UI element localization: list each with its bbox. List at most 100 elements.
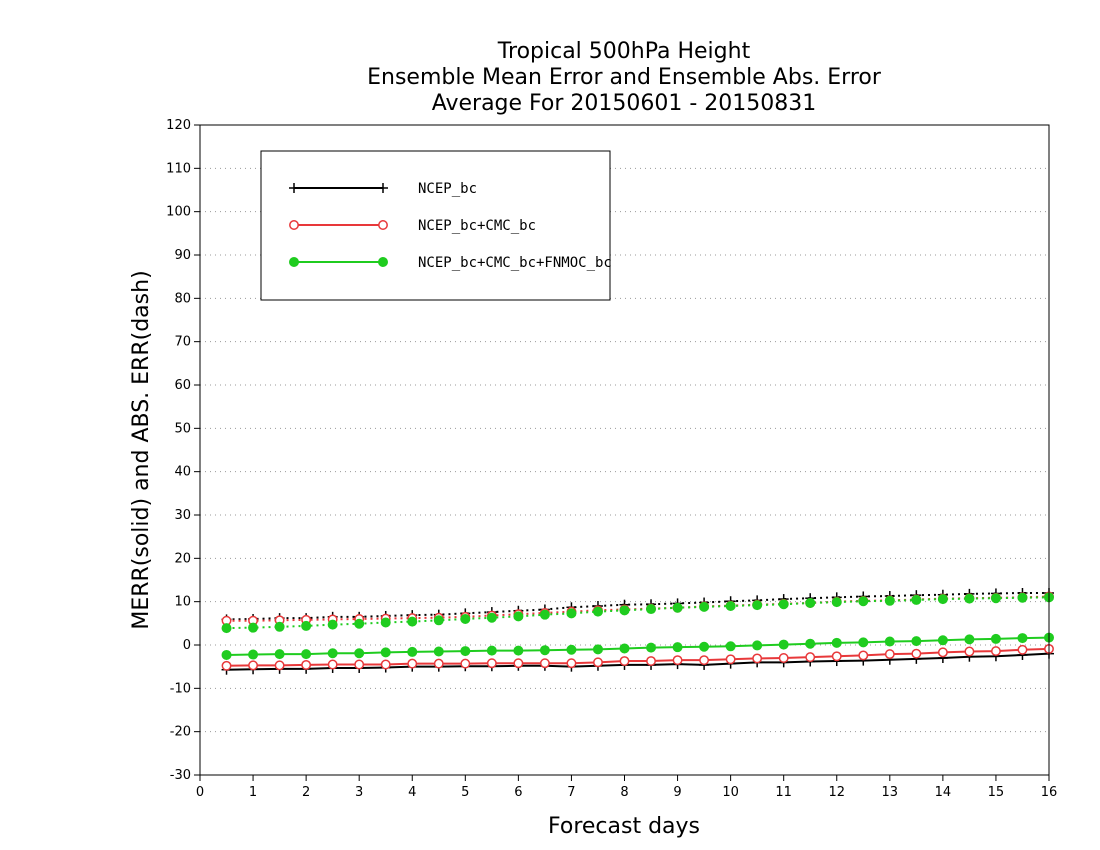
y-tick-label: 40: [174, 465, 191, 480]
merr-point: [646, 656, 656, 666]
x-tick-label: 3: [355, 785, 363, 800]
legend-marker: [378, 257, 388, 267]
abs-err-point: [1017, 592, 1028, 603]
merr-point: [858, 650, 869, 661]
legend-marker: [289, 257, 299, 267]
merr-point: [778, 653, 789, 663]
x-tick-label: 4: [408, 785, 416, 800]
abs-err-point: [752, 600, 763, 611]
abs-err-point: [592, 606, 603, 617]
merr-point: [911, 648, 922, 659]
merr-point: [831, 637, 842, 648]
y-tick-label: 110: [166, 161, 191, 176]
abs-err-point: [301, 620, 312, 631]
abs-err-point: [433, 615, 444, 626]
merr-point: [513, 658, 524, 669]
x-tick-label: 11: [775, 785, 792, 800]
x-tick-label: 9: [673, 785, 681, 800]
merr-point: [725, 641, 736, 652]
merr-point: [937, 647, 948, 658]
merr-point: [672, 655, 683, 666]
y-tick-label: 50: [174, 421, 191, 436]
chart-title-line-1: Tropical 500hPa Height: [497, 39, 751, 64]
x-tick-label: 15: [988, 785, 1005, 800]
y-tick-label: 70: [174, 335, 191, 350]
merr-point: [858, 637, 869, 648]
x-tick-label: 5: [461, 785, 469, 800]
y-tick-label: 30: [174, 508, 191, 523]
abs-err-point: [646, 604, 657, 615]
series-layer: [221, 588, 1054, 675]
x-tick-label: 12: [828, 785, 845, 800]
abs-err-point: [274, 621, 285, 632]
abs-err-point: [964, 593, 975, 604]
x-tick-label: 6: [514, 785, 522, 800]
y-tick-label: -10: [170, 681, 191, 696]
merr-point: [937, 635, 948, 646]
y-tick-label: 60: [174, 378, 191, 393]
merr-point: [1017, 633, 1028, 644]
merr-point: [699, 655, 710, 666]
merr-point: [1017, 644, 1028, 655]
x-tick-label: 10: [722, 785, 739, 800]
merr-point: [486, 658, 497, 669]
merr-point: [248, 660, 259, 671]
x-tick-label: 2: [302, 785, 310, 800]
abs-err-point: [778, 599, 789, 610]
merr-point: [460, 646, 471, 657]
y-tick-label: 80: [174, 291, 191, 306]
x-axis-label: Forecast days: [548, 814, 700, 839]
y-tick-label: -20: [170, 725, 191, 740]
x-tick-label: 16: [1041, 785, 1058, 800]
x-tick-label: 8: [620, 785, 628, 800]
merr-point: [593, 657, 603, 668]
merr-point: [778, 639, 789, 650]
merr-point: [274, 649, 285, 660]
abs-err-point: [884, 595, 895, 606]
abs-err-point: [354, 618, 365, 629]
abs-err-point: [460, 614, 471, 624]
y-tick-label: 20: [174, 551, 191, 566]
legend-marker: [378, 220, 388, 230]
abs-err-point: [566, 608, 577, 619]
merr-point: [513, 645, 524, 656]
legend-label: NCEP_bc+CMC_bc: [418, 218, 536, 234]
abs-err-point: [831, 597, 842, 608]
merr-point: [407, 658, 418, 669]
merr-point: [327, 659, 338, 670]
abs-err-point: [221, 623, 232, 634]
abs-err-point: [937, 594, 948, 605]
y-tick-label: 10: [174, 595, 191, 610]
merr-point: [699, 641, 710, 652]
legend-marker: [378, 183, 388, 193]
merr-point: [539, 645, 550, 656]
merr-point: [990, 646, 1001, 657]
x-tick-label: 0: [196, 785, 204, 800]
abs-err-point: [380, 617, 391, 628]
merr-point: [301, 659, 312, 670]
x-tick-label: 14: [935, 785, 952, 800]
merr-line: [226, 647, 1050, 667]
abs-err-point: [619, 605, 630, 616]
merr-point: [805, 638, 816, 649]
merr-point: [911, 636, 922, 647]
merr-point: [964, 646, 975, 657]
abs-err-line: [226, 592, 1049, 621]
x-tick-label: 13: [882, 785, 899, 800]
merr-point: [248, 649, 259, 660]
legend-marker: [289, 183, 299, 193]
abs-err-line: [226, 595, 1050, 622]
abs-err-point: [539, 609, 550, 620]
merr-point: [619, 656, 630, 666]
abs-err-point: [725, 601, 736, 611]
legend-item: NCEP_bc: [289, 181, 477, 197]
chart-title-line-2: Ensemble Mean Error and Ensemble Abs. Er…: [367, 65, 882, 90]
abs-err-point: [911, 594, 922, 605]
y-tick-label: 100: [166, 205, 191, 220]
legend-item: NCEP_bc+CMC_bc: [289, 218, 536, 234]
legend: NCEP_bc NCEP_bc+CMC_bc NCEP_bc+CMC_bc+FNMO…: [260, 150, 612, 301]
merr-point: [805, 652, 816, 663]
merr-point: [486, 645, 497, 656]
merr-point: [327, 648, 338, 659]
